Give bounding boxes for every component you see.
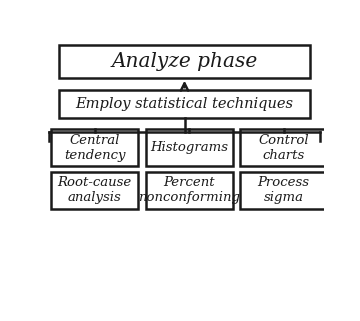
FancyBboxPatch shape — [59, 46, 310, 78]
Text: Process
sigma: Process sigma — [258, 176, 310, 204]
FancyBboxPatch shape — [51, 129, 138, 166]
FancyBboxPatch shape — [51, 172, 138, 209]
FancyBboxPatch shape — [240, 129, 327, 166]
Text: Percent
nonconforming: Percent nonconforming — [138, 176, 240, 204]
FancyBboxPatch shape — [59, 90, 310, 118]
FancyBboxPatch shape — [240, 172, 327, 209]
Text: Root-cause
analysis: Root-cause analysis — [58, 176, 132, 204]
Text: Analyze phase: Analyze phase — [111, 52, 258, 71]
Text: Central
tendency: Central tendency — [64, 134, 125, 162]
FancyBboxPatch shape — [146, 172, 233, 209]
Text: Control
charts: Control charts — [258, 134, 309, 162]
FancyBboxPatch shape — [146, 129, 233, 166]
Text: Histograms: Histograms — [150, 141, 228, 154]
Text: Employ statistical techniques: Employ statistical techniques — [76, 97, 293, 111]
